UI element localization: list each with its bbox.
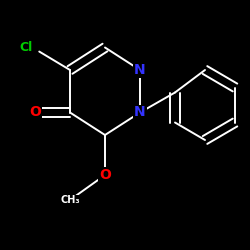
Text: Cl: Cl: [19, 41, 32, 54]
Text: O: O: [29, 106, 41, 120]
Text: O: O: [99, 168, 111, 182]
Text: N: N: [134, 63, 146, 77]
Text: N: N: [134, 106, 146, 120]
Text: CH₃: CH₃: [60, 195, 80, 205]
